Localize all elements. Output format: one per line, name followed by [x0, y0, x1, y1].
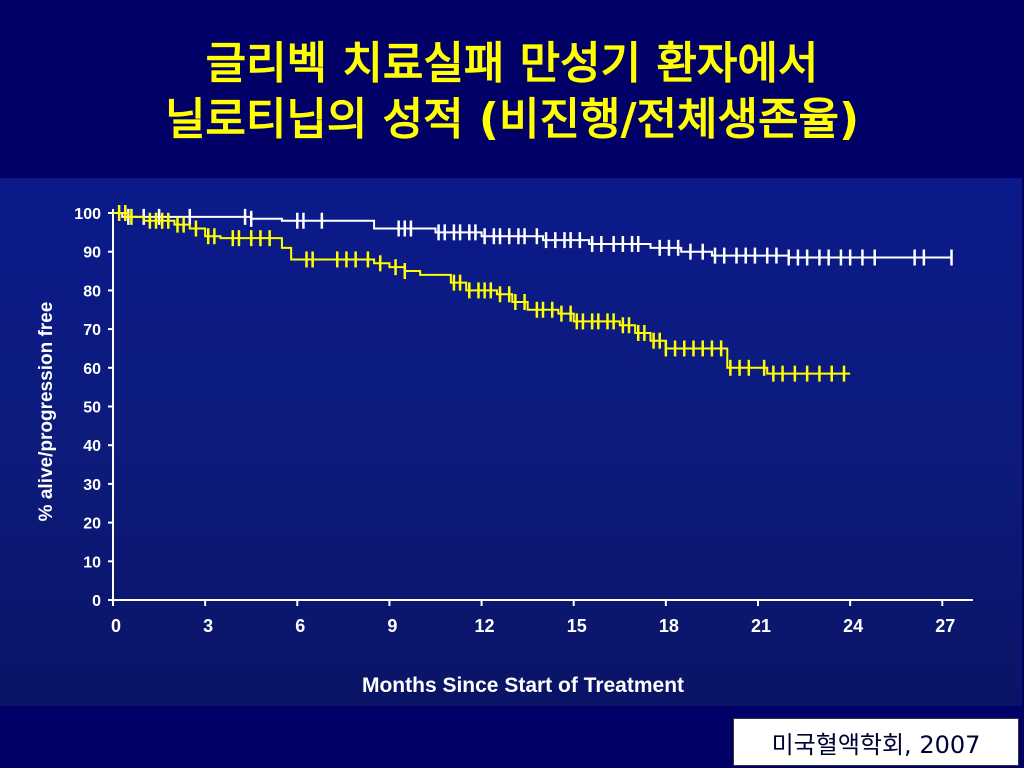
chart-panel: 0 10 20 30 40 50 60 70 80 90 100 0 3 6 9 12 15 18 21 24 27 Mo…	[0, 178, 1022, 706]
title-line-1: 글리벡 치료실패 만성기 환자에서	[205, 38, 819, 89]
y-tick-label: 70	[83, 322, 101, 339]
y-tick-label: 90	[83, 245, 101, 262]
survival-chart: 0 10 20 30 40 50 60 70 80 90 100 0 3 6 9 12 15 18 21 24 27 Mo…	[36, 205, 973, 697]
series-line-2	[113, 212, 851, 375]
y-tick-label: 0	[92, 593, 101, 610]
x-tick-label: 3	[203, 616, 213, 636]
y-axis-label: % alive/progression free	[36, 302, 57, 522]
x-tick-label: 24	[843, 616, 863, 636]
title-line-2: 닐로티닙의 성적 (비진행/전체생존율)	[164, 94, 860, 145]
y-tick-label: 40	[83, 438, 101, 455]
y-tick-label: 60	[83, 361, 101, 378]
x-tick-label: 6	[295, 616, 305, 636]
x-tick-label: 21	[751, 616, 771, 636]
x-tick-label: 12	[475, 616, 495, 636]
x-tick-label: 9	[387, 616, 397, 636]
x-tick-label: 0	[111, 616, 121, 636]
x-tick-label: 18	[659, 616, 679, 636]
x-tick-label: 15	[567, 616, 587, 636]
slide-title: 글리벡 치료실패 만성기 환자에서 닐로티닙의 성적 (비진행/전체생존율)	[0, 36, 1024, 148]
y-tick-label: 20	[83, 516, 101, 533]
x-axis-label: Months Since Start of Treatment	[362, 674, 684, 697]
source-citation: 미국혈액학회, 2007	[733, 718, 1019, 766]
x-tick-label: 27	[935, 616, 955, 636]
y-tick-label: 80	[83, 283, 101, 300]
y-tick-label: 100	[74, 206, 101, 223]
y-tick-label: 30	[83, 477, 101, 494]
y-tick-label: 10	[83, 554, 101, 571]
y-tick-label: 50	[83, 400, 101, 417]
